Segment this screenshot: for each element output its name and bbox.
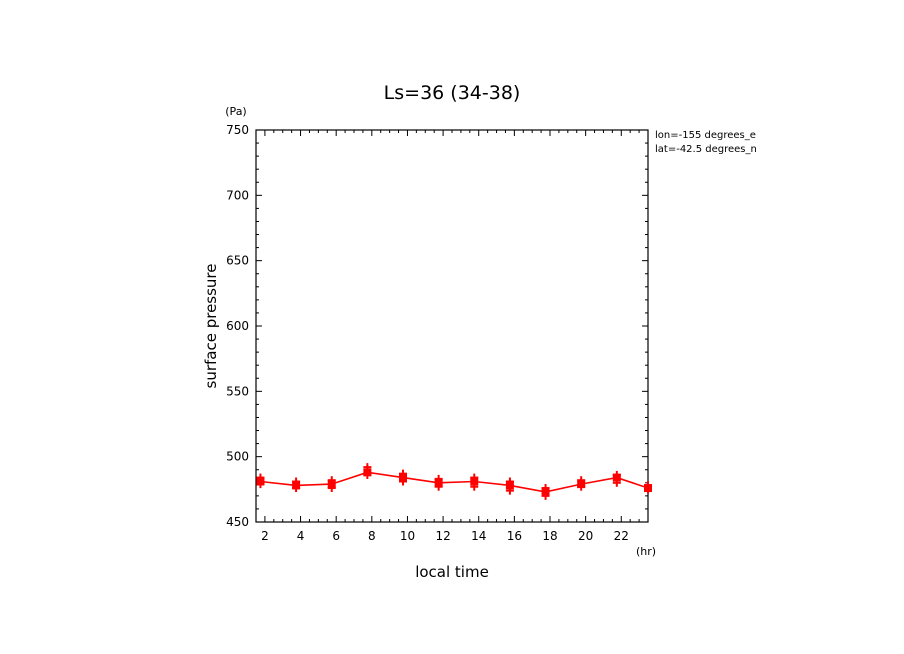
plus-marker: [327, 476, 336, 485]
y-tick-label: 500: [226, 450, 249, 464]
plus-marker: [470, 473, 479, 482]
plus-marker: [256, 480, 265, 489]
plot-frame: [255, 129, 649, 523]
y-tick-label: 600: [226, 319, 249, 333]
y-tick-label: 550: [226, 384, 249, 398]
y-tick-label: 700: [226, 188, 249, 202]
x-axis-label: local time: [415, 563, 489, 581]
series-line: [260, 471, 649, 493]
x-tick-label: 22: [614, 529, 629, 543]
data-layer: [256, 463, 652, 500]
plus-marker: [644, 485, 652, 494]
annotation-lon: lon=-155 degrees_e: [655, 130, 756, 141]
x-tick-label: 18: [542, 529, 557, 543]
plus-marker: [505, 477, 514, 486]
y-tick-label: 650: [226, 254, 249, 268]
plus-marker: [434, 474, 443, 483]
x-tick-label: 12: [435, 529, 450, 543]
plus-marker: [327, 484, 336, 493]
x-tick-label: 14: [471, 529, 486, 543]
plus-marker: [292, 484, 301, 493]
x-tick-label: 16: [507, 529, 522, 543]
x-unit-label: (hr): [636, 545, 656, 558]
plus-marker: [399, 477, 407, 486]
plus-marker: [541, 484, 550, 493]
y-tick-label: 450: [226, 515, 249, 529]
y-tick-label: 750: [226, 123, 249, 137]
y-axis-label: surface pressure: [202, 264, 220, 389]
x-tick-label: 20: [578, 529, 593, 543]
x-tick-label: 10: [400, 529, 415, 543]
chart-title: Ls=36 (34-38): [384, 82, 521, 104]
plus-marker: [470, 482, 479, 491]
plus-marker: [577, 482, 586, 491]
x-tick-label: 4: [297, 529, 305, 543]
plus-marker: [363, 470, 372, 479]
x-tick-label: 8: [368, 529, 376, 543]
y-unit-label: (Pa): [225, 105, 246, 118]
x-tick-label: 6: [332, 529, 340, 543]
plus-marker: [399, 469, 407, 478]
plus-marker: [612, 470, 621, 479]
plus-marker: [505, 486, 514, 495]
plus-marker: [541, 491, 550, 500]
axes-layer: 2 4 6 8 10 12 14 16 18 20 22 450 500 550 600 650 700 750: [226, 123, 649, 543]
plus-marker: [612, 478, 621, 487]
plus-marker: [363, 463, 372, 472]
x-tick-label: 2: [261, 529, 269, 543]
annotation-lat: lat=-42.5 degrees_n: [655, 144, 757, 155]
plus-marker: [434, 482, 443, 491]
